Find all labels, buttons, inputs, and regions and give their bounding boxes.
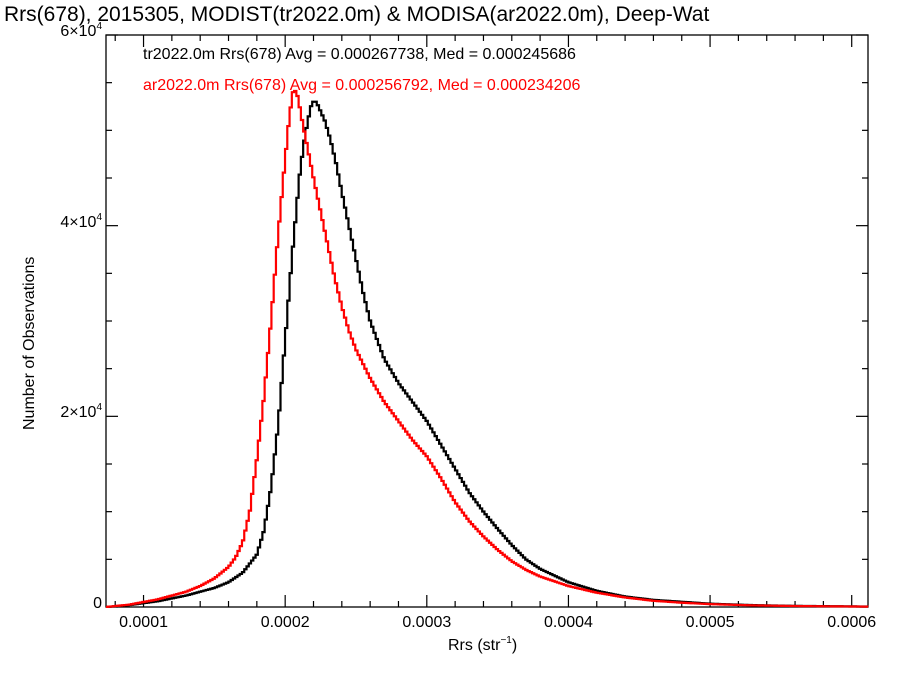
- x-axis-label-text: Rrs (str: [448, 637, 501, 654]
- x-tick-label: 0.0006: [827, 614, 877, 631]
- x-tick-label: 0.0004: [543, 614, 593, 631]
- x-tick-label: 0.0003: [402, 614, 452, 631]
- chart-title: Rrs(678), 2015305, MODIST(tr2022.0m) & M…: [4, 3, 710, 26]
- legend-entry-tr2022: tr2022.0m Rrs(678) Avg = 0.000267738, Me…: [143, 46, 576, 63]
- x-tick-label: 0.0001: [119, 614, 168, 631]
- axis-ticks: [106, 34, 868, 608]
- legend-entry-ar2022: ar2022.0m Rrs(678) Avg = 0.000256792, Me…: [143, 77, 581, 94]
- y-tick-label-base: 2×10: [60, 404, 97, 422]
- y-tick-label-exponent: 4: [96, 21, 102, 32]
- y-tick-label: 2×104: [60, 402, 102, 422]
- y-tick-label-base: 0: [93, 595, 102, 612]
- y-tick-label: 0: [93, 595, 102, 613]
- y-tick-label-exponent: 4: [96, 211, 102, 223]
- plot-frame: [105, 34, 869, 608]
- x-axis-label-close: ): [511, 637, 518, 654]
- x-axis-label: Rrs (str−1): [448, 635, 518, 655]
- y-tick-label-exponent: 4: [96, 402, 102, 414]
- y-tick-label-base: 4×10: [60, 213, 97, 231]
- y-tick-label: 4×104: [60, 211, 102, 232]
- y-tick-label-base: 6×10: [60, 23, 97, 40]
- y-tick-label: 6×104: [60, 21, 102, 41]
- series-lines: [106, 89, 869, 609]
- y-axis-label: Number of Observations: [21, 256, 38, 430]
- x-axis-label-exponent: −1: [500, 635, 512, 646]
- series-line-tr2022: [106, 100, 869, 609]
- x-tick-label: 0.0002: [260, 614, 310, 631]
- x-tick-label: 0.0005: [685, 614, 735, 631]
- series-line-ar2022: [106, 89, 869, 608]
